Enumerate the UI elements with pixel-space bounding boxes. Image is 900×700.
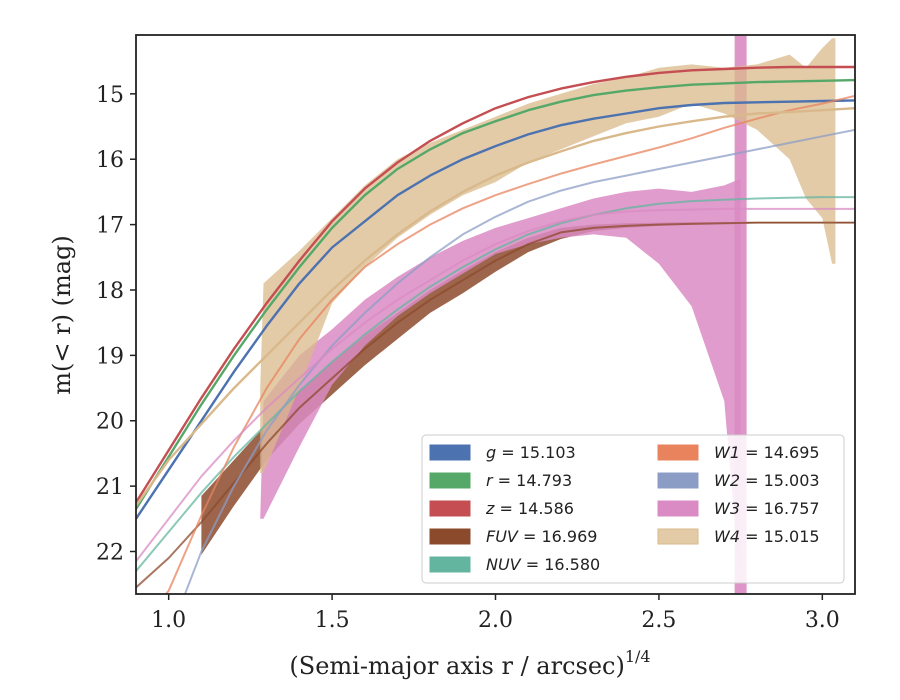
legend-label-w2: W2 = 15.003 [714,471,820,490]
legend-swatch-nuv [429,556,471,573]
legend-label-fuv: FUV = 16.969 [486,527,597,546]
legend-label-r: r = 14.793 [486,471,572,490]
series-line-z [136,65,855,504]
y-tick-label: 15 [96,83,124,108]
series-line-w1 [164,94,855,594]
y-tick-label: 16 [96,148,124,173]
legend-label-w1: W1 = 14.695 [714,443,820,462]
y-tick-label: 21 [96,475,124,500]
y-tick-label: 20 [96,410,124,435]
band-fuv [201,222,855,555]
legend-label-z: z = 14.586 [485,499,574,518]
legend-swatch-w1 [657,444,699,461]
legend-swatch-w4 [657,528,699,545]
x-tick-label: 1.5 [315,608,350,633]
series-lines [136,65,855,594]
y-axis: 15 16 17 18 19 20 21 22 [96,83,136,566]
series-line-fuv [136,221,855,589]
legend-label-nuv: NUV = 16.580 [486,555,600,574]
x-tick-label: 2.0 [478,608,513,633]
series-line-r [136,78,855,510]
legend-swatch-z [429,500,471,517]
legend-label-w3: W3 = 16.757 [714,499,820,518]
y-tick-label: 18 [96,279,124,304]
legend-swatch-fuv [429,528,471,545]
series-line-w3 [136,207,855,562]
x-axis-label: (Semi-major axis r / arcsec)1/4 [289,647,650,680]
legend-frame [421,434,845,584]
x-axis: 1.0 1.5 2.0 2.5 3.0 [151,594,840,633]
legend: g = 15.103 r = 14.793 z = 14.586 FUV = 16.9… [421,434,845,584]
y-tick-label: 17 [96,214,124,239]
band-w3 [260,178,741,594]
x-tick-label: 3.0 [805,608,840,633]
x-tick-label: 1.0 [151,608,186,633]
legend-swatch-w2 [657,472,699,489]
y-axis-label: m(< r) (mag) [48,235,76,394]
series-line-nuv [136,196,855,572]
series-line-w4 [136,107,855,507]
legend-swatch-r [429,472,471,489]
legend-swatch-g [429,444,471,461]
series-line-w2 [184,128,855,594]
x-tick-label: 2.5 [641,608,676,633]
legend-label-w4: W4 = 15.015 [714,527,820,546]
x-axis-label-exponent: 1/4 [625,647,651,666]
y-tick-label: 22 [96,541,124,566]
legend-label-g: g = 15.103 [486,443,576,462]
legend-swatch-w3 [657,500,699,517]
series-line-g [136,99,855,520]
y-tick-label: 19 [96,344,124,369]
